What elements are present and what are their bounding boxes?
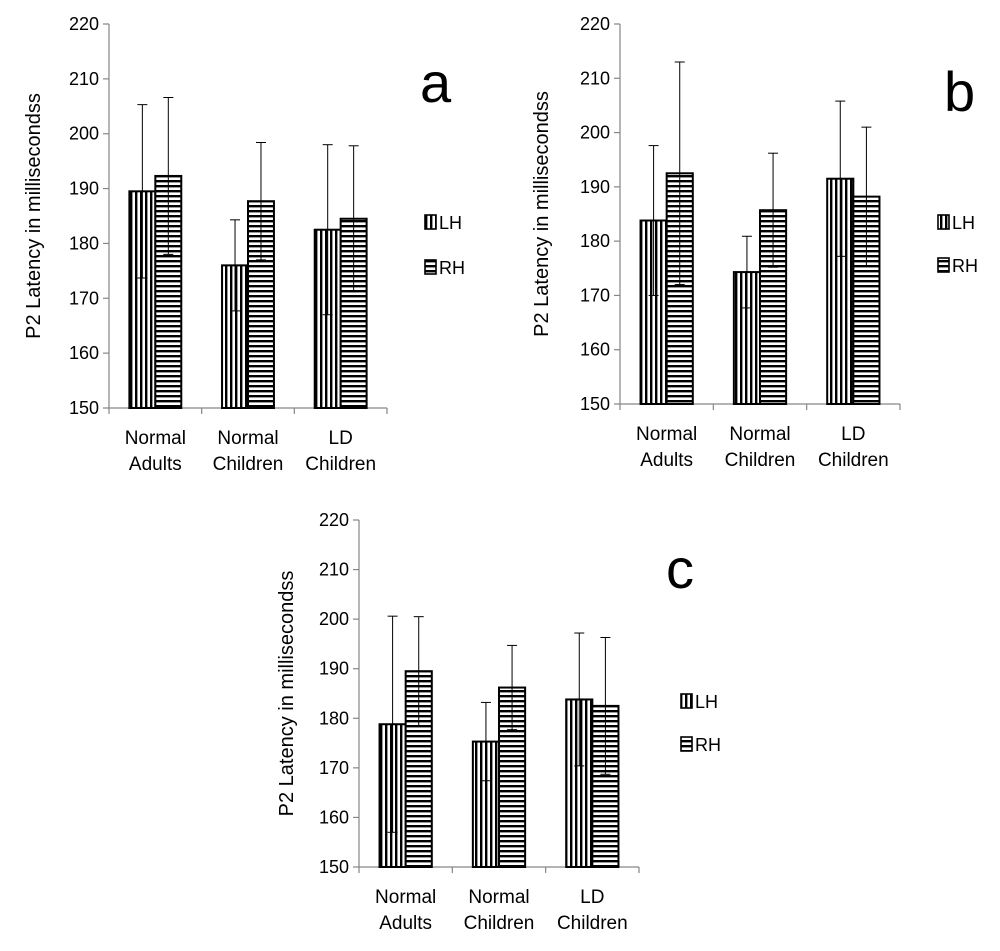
x-tick-label: Adults: [640, 450, 693, 471]
legend-swatch-lh: [937, 214, 950, 230]
x-tick-label: LD: [580, 887, 604, 908]
x-tick-label: Normal: [217, 428, 278, 449]
legend-swatch-lh: [680, 693, 693, 709]
y-tick-label: 210: [580, 68, 610, 88]
bar-rh: [154, 174, 183, 409]
x-tick-label: LD: [329, 428, 353, 449]
x-tick-label: Adults: [129, 454, 182, 475]
panel-letter: c: [666, 537, 694, 600]
legend-label: LH: [439, 213, 462, 233]
legend-swatch-lh: [424, 214, 437, 230]
y-tick-label: 160: [69, 343, 99, 363]
x-tick-label: LD: [841, 424, 865, 445]
x-tick-label: Children: [818, 450, 889, 471]
chart-panel-a: a 150 160 170 180 190 200 210 220 Normal Adults No…: [23, 14, 465, 475]
y-tick-label: 190: [319, 659, 349, 679]
x-tick-label: Children: [305, 454, 376, 475]
y-tick-label: 170: [580, 285, 610, 305]
x-tick-label: Children: [464, 913, 535, 934]
y-tick-label: 210: [69, 69, 99, 89]
x-tick-label: Children: [557, 913, 628, 934]
legend-label: RH: [695, 735, 721, 755]
y-tick-label: 170: [319, 758, 349, 778]
y-tick-label: 190: [69, 179, 99, 199]
y-tick-label: 180: [580, 231, 610, 251]
legend-label: LH: [695, 692, 718, 712]
chart-panel-c: c 150 160 170 180 190 200 210 220 Normal Adults No…: [276, 510, 721, 934]
x-tick-label: Normal: [729, 424, 790, 445]
legend-label: RH: [952, 256, 978, 276]
y-tick-label: 210: [319, 560, 349, 580]
y-tick-label: 200: [69, 124, 99, 144]
y-tick-label: 220: [580, 14, 610, 34]
x-tick-label: Normal: [375, 887, 436, 908]
panel-letter: b: [944, 60, 975, 123]
y-tick-label: 150: [69, 398, 99, 418]
x-tick-label: Adults: [379, 913, 432, 934]
y-axis-title: P2 Latency in millisecondss: [276, 571, 298, 817]
y-tick-label: 170: [69, 288, 99, 308]
y-tick-label: 180: [69, 233, 99, 253]
y-tick-label: 220: [319, 510, 349, 530]
y-axis-title: P2 Latency in millisecondss: [23, 93, 45, 339]
legend-label: RH: [439, 258, 465, 278]
legend-label: LH: [952, 213, 975, 233]
legend-swatch-rh: [424, 259, 437, 275]
x-tick-label: Children: [725, 450, 796, 471]
legend-swatch-rh: [937, 257, 950, 273]
y-tick-label: 150: [319, 857, 349, 877]
y-tick-label: 220: [69, 14, 99, 34]
y-tick-label: 160: [319, 807, 349, 827]
chart-panel-b: b 150 160 170 180 190 200 210 220 Normal Adults No…: [531, 14, 978, 471]
panel-letter: a: [420, 51, 452, 114]
x-tick-label: Normal: [125, 428, 186, 449]
x-tick-label: Normal: [636, 424, 697, 445]
y-tick-label: 160: [580, 340, 610, 360]
legend-swatch-rh: [680, 736, 693, 752]
y-tick-label: 190: [580, 177, 610, 197]
x-tick-label: Normal: [468, 887, 529, 908]
x-tick-label: Children: [213, 454, 284, 475]
y-tick-label: 200: [580, 123, 610, 143]
y-tick-label: 150: [580, 394, 610, 414]
y-axis-title: P2 Latency in millisecondss: [531, 91, 553, 337]
y-tick-label: 180: [319, 708, 349, 728]
y-tick-label: 200: [319, 609, 349, 629]
